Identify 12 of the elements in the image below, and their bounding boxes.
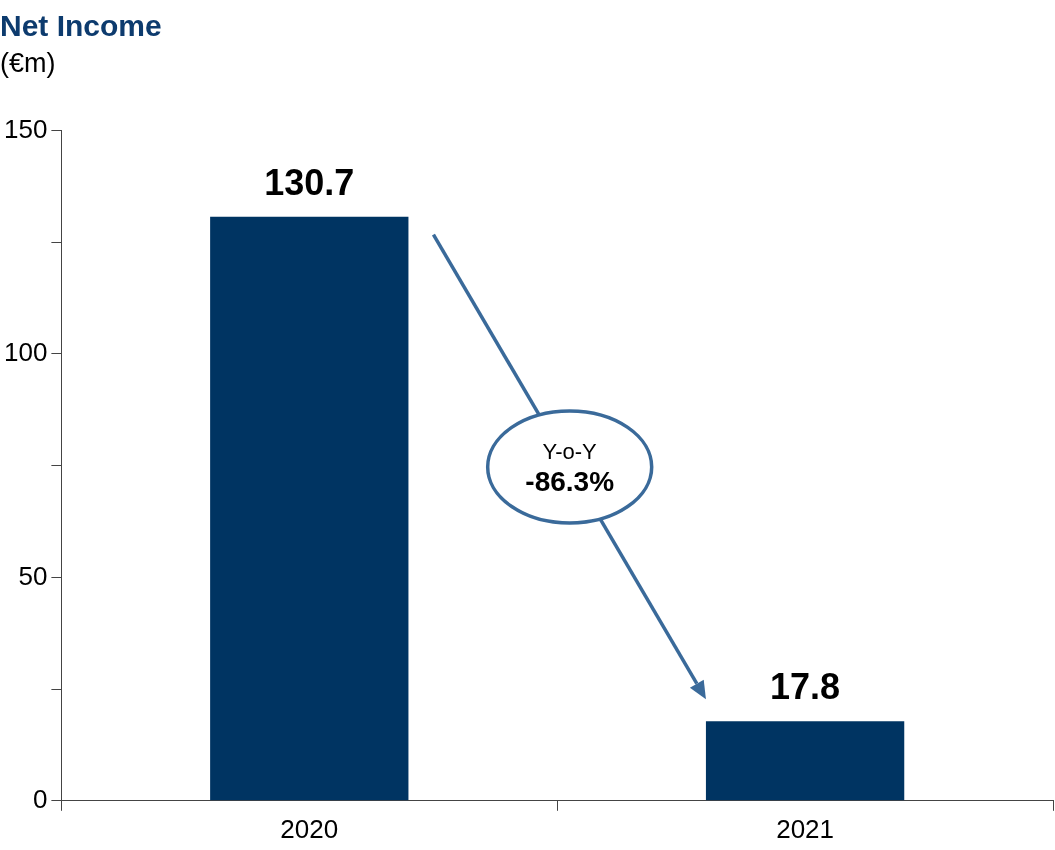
x-tick-label: 2020 xyxy=(280,813,339,844)
data-label: 17.8 xyxy=(770,666,841,708)
y-tick-label: 50 xyxy=(18,560,48,591)
y-tick-label: 0 xyxy=(32,783,48,814)
annotation: -86.3% xyxy=(525,465,615,498)
chart-title: Net Income xyxy=(0,9,162,43)
y-tick-label: 150 xyxy=(3,113,48,144)
y-tick-label: 100 xyxy=(3,337,48,368)
annotation: Y-o-Y xyxy=(542,438,597,465)
data-label: 130.7 xyxy=(264,161,355,203)
x-tick-label: 2021 xyxy=(776,813,835,844)
chart-subtitle: (€m) xyxy=(0,47,56,78)
